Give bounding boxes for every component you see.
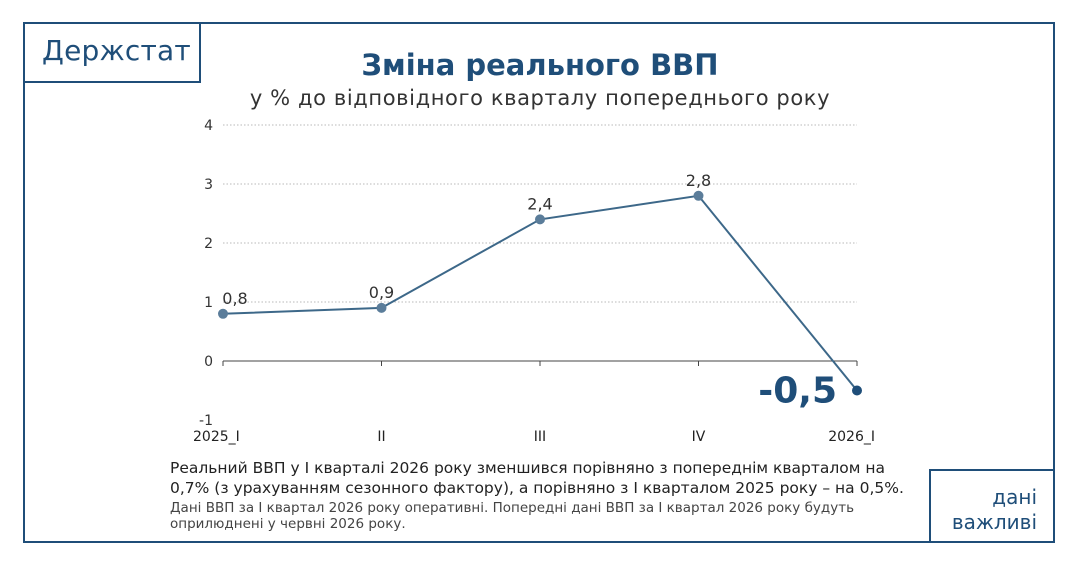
- x-tick-label: IV: [692, 429, 706, 445]
- logo: Держстат: [42, 34, 191, 67]
- data-label: -0,5: [758, 371, 837, 412]
- y-tick-label: 0: [204, 354, 213, 370]
- data-label: 2,8: [686, 171, 711, 190]
- data-point: [852, 385, 862, 396]
- y-tick-label: -1: [199, 413, 213, 429]
- badge-line-2: важливі: [951, 510, 1037, 534]
- y-tick-label: 2: [204, 236, 213, 252]
- description-text: Реальний ВВП у І кварталі 2026 року змен…: [170, 459, 904, 497]
- data-label: 0,8: [222, 289, 247, 308]
- data-point: [535, 214, 545, 225]
- x-tick-label: III: [534, 429, 546, 445]
- x-tick-label: 2026_I: [828, 429, 875, 445]
- data-label: 0,9: [369, 283, 394, 302]
- data-point: [376, 302, 387, 313]
- data-point: [693, 190, 704, 201]
- x-tick-label: 2025_I: [193, 429, 240, 445]
- badge-line-1: дані: [992, 485, 1037, 509]
- important-data-badge: дані важливі: [929, 469, 1055, 543]
- note-text: Дані ВВП за І квартал 2026 року оператив…: [170, 500, 855, 532]
- x-tick-label: II: [377, 429, 385, 445]
- data-label: 2,4: [527, 194, 552, 213]
- y-tick-label: 3: [204, 177, 213, 193]
- chart-title: Зміна реального ВВП: [361, 48, 719, 82]
- y-tick-label: 1: [204, 295, 213, 311]
- y-tick-label: 4: [204, 118, 213, 134]
- data-point: [218, 308, 228, 319]
- outer-frame: [23, 22, 1055, 543]
- chart-subtitle: у % до відповідного кварталу попередньог…: [249, 86, 831, 110]
- logo-box: [23, 22, 201, 83]
